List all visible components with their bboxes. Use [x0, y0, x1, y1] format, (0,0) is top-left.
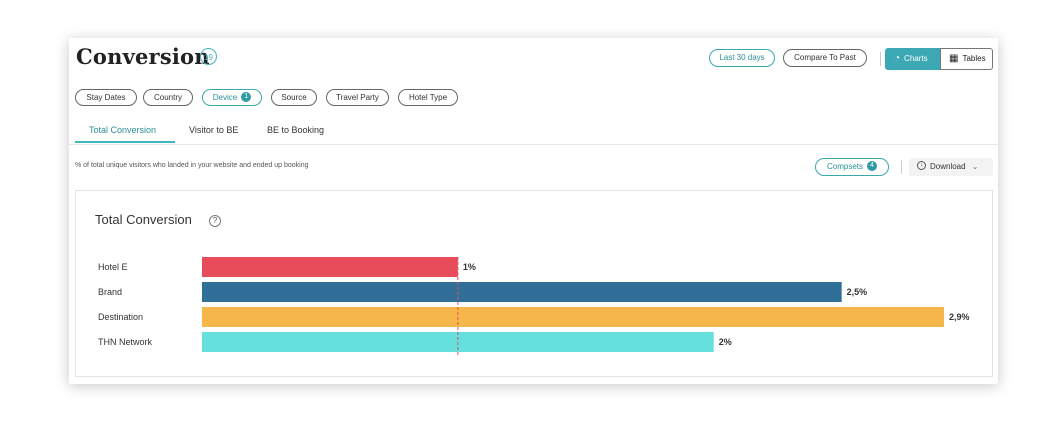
bar-chart: Hotel E 1% Brand 2,5% Destination 2,9% THN Net…	[98, 257, 970, 357]
chart-card: Total Conversion ? Hotel E 1% Brand 2,5% Des…	[75, 190, 993, 377]
page-title: Conversion	[76, 44, 210, 69]
compsets-button[interactable]: Compsets 4	[815, 158, 889, 176]
download-icon: ↓	[917, 161, 926, 171]
value-label: 2,9%	[949, 312, 970, 322]
bar[interactable]	[202, 257, 458, 277]
bar[interactable]	[202, 282, 842, 302]
filter-label: Country	[153, 93, 182, 102]
value-label: 2,5%	[847, 287, 868, 297]
filter-country[interactable]: Country	[143, 89, 193, 106]
toolbar-divider	[901, 160, 902, 174]
filter-label: Source	[281, 93, 307, 102]
grid-icon: ▦	[949, 53, 959, 64]
filter-label: Device	[212, 93, 238, 102]
header-divider	[880, 52, 881, 66]
filter-source[interactable]: Source	[271, 89, 317, 106]
download-button[interactable]: ↓ Download ⌄	[909, 158, 993, 176]
filter-device[interactable]: Device 1	[202, 89, 262, 106]
conversion-panel: Conversion 19 Last 30 days Compare To Pa…	[69, 38, 998, 384]
tables-view-label: Tables	[962, 54, 986, 63]
charts-view-label: Charts	[904, 54, 928, 63]
filter-count-badge: 1	[241, 91, 252, 102]
value-label: 2%	[719, 337, 732, 347]
value-label: 1%	[463, 262, 476, 272]
active-tab-indicator	[75, 141, 175, 143]
category-label: Hotel E	[98, 262, 128, 272]
filter-travel-party[interactable]: Travel Party	[326, 89, 389, 106]
category-label: THN Network	[98, 337, 153, 347]
tabs-divider	[69, 144, 998, 145]
charts-view-button[interactable]: ◔ Charts	[885, 48, 941, 70]
category-label: Destination	[98, 312, 143, 322]
filter-label: Stay Dates	[86, 93, 126, 102]
chevron-down-icon: ⌄	[971, 162, 979, 171]
tab-visitor-to-be[interactable]: Visitor to BE	[189, 125, 239, 135]
date-range-button[interactable]: Last 30 days	[709, 49, 775, 67]
compare-to-past-button[interactable]: Compare To Past	[783, 49, 867, 67]
filter-stay-dates[interactable]: Stay Dates	[75, 89, 137, 106]
count-badge: 19	[200, 48, 217, 65]
compsets-count-badge: 4	[867, 160, 877, 171]
category-label: Brand	[98, 287, 122, 297]
chart-title: Total Conversion	[95, 212, 192, 227]
filter-hotel-type[interactable]: Hotel Type	[398, 89, 458, 106]
download-label: Download	[930, 162, 966, 171]
filter-label: Hotel Type	[408, 93, 448, 102]
help-icon[interactable]: ?	[209, 215, 221, 227]
tables-view-button[interactable]: ▦ Tables	[940, 48, 993, 70]
metric-description: % of total unique visitors who landed in…	[75, 162, 309, 169]
bar[interactable]	[202, 307, 944, 327]
tab-total-conversion[interactable]: Total Conversion	[89, 125, 157, 135]
pie-chart-icon: ◔	[894, 53, 901, 64]
compsets-label: Compsets	[826, 162, 863, 171]
filter-label: Travel Party	[336, 93, 379, 102]
tab-be-to-booking[interactable]: BE to Booking	[267, 125, 325, 135]
